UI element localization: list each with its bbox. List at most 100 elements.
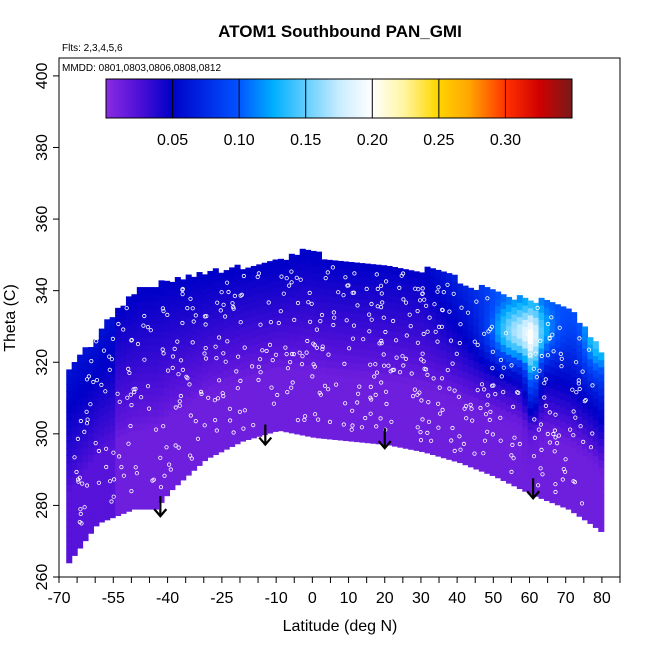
heatmap-cell xyxy=(505,354,513,362)
heatmap-cell xyxy=(484,337,491,345)
heatmap-cell xyxy=(104,383,111,392)
heatmap-cell xyxy=(93,339,100,348)
heatmap-cell xyxy=(364,285,371,293)
heatmap-cell xyxy=(256,314,263,323)
heatmap-cell xyxy=(82,511,89,520)
heatmap-cell xyxy=(533,374,540,383)
heatmap-cell xyxy=(467,359,475,368)
heatmap-cell xyxy=(120,348,127,357)
heatmap-cell xyxy=(305,271,312,280)
heatmap-cell xyxy=(104,498,111,507)
heatmap-cell xyxy=(576,387,583,396)
heatmap-cell xyxy=(93,375,100,384)
sample-point xyxy=(451,291,456,296)
sample-point xyxy=(457,340,462,346)
heatmap-cell xyxy=(153,380,160,388)
heatmap-cell xyxy=(370,314,377,323)
sample-point xyxy=(350,336,356,341)
heatmap-cell xyxy=(120,405,127,414)
heatmap-cell xyxy=(87,418,94,427)
heatmap-cell xyxy=(71,412,78,420)
heatmap-cell xyxy=(196,379,203,388)
heatmap-cell xyxy=(527,457,534,466)
heatmap-cell xyxy=(462,285,469,294)
heatmap-cell xyxy=(147,415,154,424)
heatmap-cell xyxy=(467,423,475,432)
heatmap-cell xyxy=(163,302,170,311)
heatmap-cell xyxy=(272,381,279,389)
sample-point xyxy=(219,290,224,295)
heatmap-cell xyxy=(543,421,551,430)
heatmap-cell xyxy=(489,375,496,383)
heatmap-cell xyxy=(435,348,442,357)
heatmap-cell xyxy=(163,402,170,411)
heatmap-cell xyxy=(359,356,366,364)
sample-point xyxy=(215,396,221,401)
heatmap-cell xyxy=(462,371,469,380)
heatmap-cell xyxy=(408,334,415,343)
heatmap-cell xyxy=(234,364,241,373)
heatmap-cell xyxy=(87,504,94,513)
heatmap-cell xyxy=(120,398,127,407)
sample-point xyxy=(295,417,300,423)
heatmap-cell xyxy=(424,273,431,282)
sample-point xyxy=(545,431,550,437)
heatmap-cell xyxy=(277,401,284,410)
heatmap-cell xyxy=(451,353,458,362)
sample-point xyxy=(422,366,427,371)
sample-point xyxy=(326,352,331,357)
heatmap-cell xyxy=(315,409,322,417)
heatmap-cell xyxy=(527,465,534,473)
heatmap-cell xyxy=(104,319,111,328)
sample-point xyxy=(217,378,222,383)
sample-point xyxy=(361,337,366,342)
heatmap-cell xyxy=(299,427,306,436)
heatmap-cell xyxy=(142,351,149,360)
heatmap-cell xyxy=(489,317,496,326)
heatmap-cell xyxy=(239,340,246,349)
heatmap-cell xyxy=(522,383,529,392)
heatmap-cell xyxy=(229,310,236,319)
heatmap-cell xyxy=(478,399,485,408)
heatmap-cell xyxy=(435,355,442,364)
heatmap-cell xyxy=(440,314,447,323)
heatmap-cell xyxy=(218,322,225,331)
heatmap-cell xyxy=(229,389,236,397)
heatmap-cell xyxy=(93,389,100,398)
heatmap-cell xyxy=(87,490,94,498)
heatmap-cell xyxy=(489,410,496,419)
heatmap-cell xyxy=(315,401,322,410)
heatmap-cell xyxy=(77,462,84,470)
heatmap-cell xyxy=(77,490,84,499)
heatmap-cell xyxy=(419,308,426,316)
heatmap-cell xyxy=(457,326,464,335)
heatmap-cell xyxy=(429,275,437,284)
heatmap-cell xyxy=(451,303,458,312)
heatmap-cell xyxy=(478,313,485,322)
heatmap-cell xyxy=(299,370,306,379)
sample-point xyxy=(423,303,429,308)
sample-point xyxy=(420,286,425,291)
heatmap-cell xyxy=(218,365,225,374)
heatmap-cell xyxy=(592,477,599,485)
heatmap-cell xyxy=(457,312,464,320)
x-tick-label: 20 xyxy=(376,590,394,607)
heatmap-cell xyxy=(87,454,94,463)
heatmap-cell xyxy=(386,359,393,367)
heatmap-cell xyxy=(261,370,268,378)
heatmap-cell xyxy=(98,507,105,516)
heatmap-cell xyxy=(66,405,73,413)
heatmap-cell xyxy=(598,352,605,361)
heatmap-cell xyxy=(364,413,371,422)
heatmap-cell xyxy=(250,430,257,439)
sample-point xyxy=(352,271,357,276)
heatmap-cell xyxy=(386,287,393,296)
sample-point xyxy=(101,348,107,353)
heatmap-cell xyxy=(288,318,295,326)
heatmap-cell xyxy=(332,367,339,376)
heatmap-cell xyxy=(131,330,138,338)
sample-point xyxy=(472,339,477,344)
heatmap-cell xyxy=(77,376,84,384)
heatmap-cell xyxy=(533,388,540,397)
